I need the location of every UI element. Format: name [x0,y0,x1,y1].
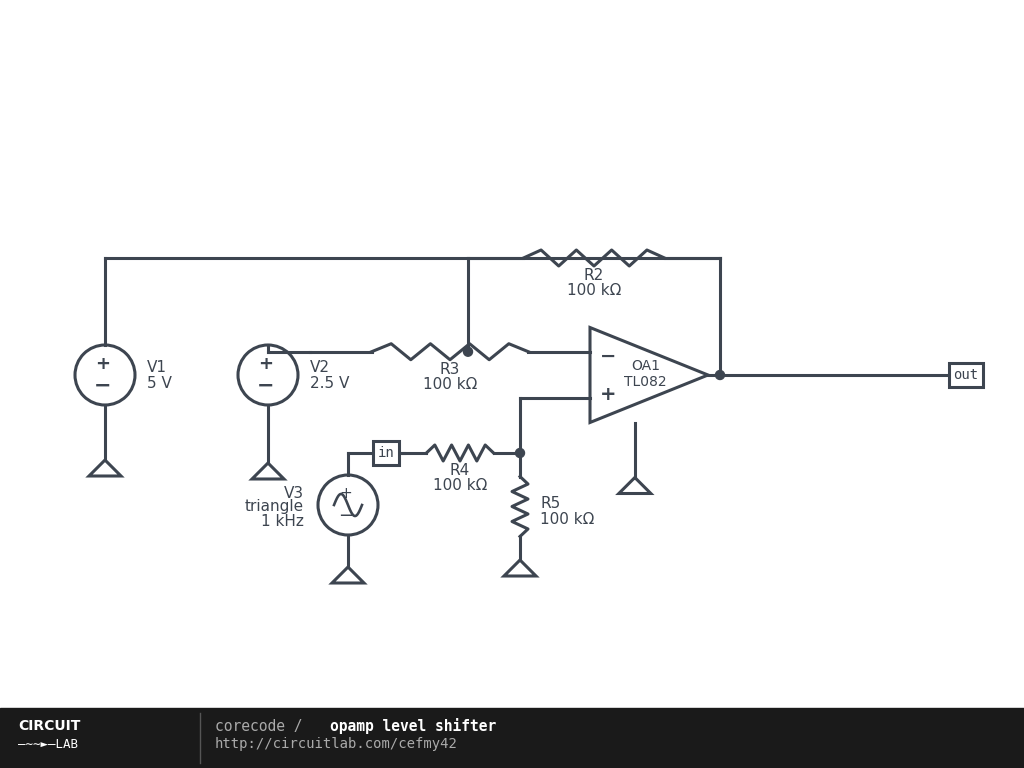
Text: −: − [94,376,112,396]
Text: +: + [258,355,273,373]
Text: in: in [378,446,394,460]
Text: −: − [339,507,353,525]
Circle shape [716,370,725,379]
Text: +: + [340,485,352,501]
Text: 5 V: 5 V [147,376,172,390]
Text: OA1: OA1 [631,359,659,373]
Text: 100 kΩ: 100 kΩ [423,377,477,392]
Text: —∼∼►—LAB: —∼∼►—LAB [18,737,78,750]
Text: 1 kHz: 1 kHz [261,514,304,528]
Text: 100 kΩ: 100 kΩ [540,511,594,527]
Text: −: − [600,346,616,366]
Text: R3: R3 [440,362,460,377]
Text: out: out [953,368,979,382]
Text: R5: R5 [540,496,560,511]
Text: +: + [95,355,111,373]
Text: 100 kΩ: 100 kΩ [433,478,487,493]
Text: +: + [600,385,616,403]
Circle shape [515,449,524,458]
Text: http://circuitlab.com/cefmy42: http://circuitlab.com/cefmy42 [215,737,458,751]
Text: 2.5 V: 2.5 V [310,376,349,390]
Text: R2: R2 [584,268,604,283]
Text: TL082: TL082 [625,375,667,389]
Text: V3: V3 [284,485,304,501]
Text: corecode /: corecode / [215,719,311,733]
Circle shape [464,347,472,356]
Text: triangle: triangle [245,499,304,515]
Text: V2: V2 [310,359,330,375]
Text: opamp level shifter: opamp level shifter [330,718,497,734]
Text: 100 kΩ: 100 kΩ [567,283,622,298]
Text: R4: R4 [450,463,470,478]
Text: CIRCUIT: CIRCUIT [18,719,80,733]
Bar [0,708,1024,768]
Text: V1: V1 [147,359,167,375]
Text: −: − [257,376,274,396]
